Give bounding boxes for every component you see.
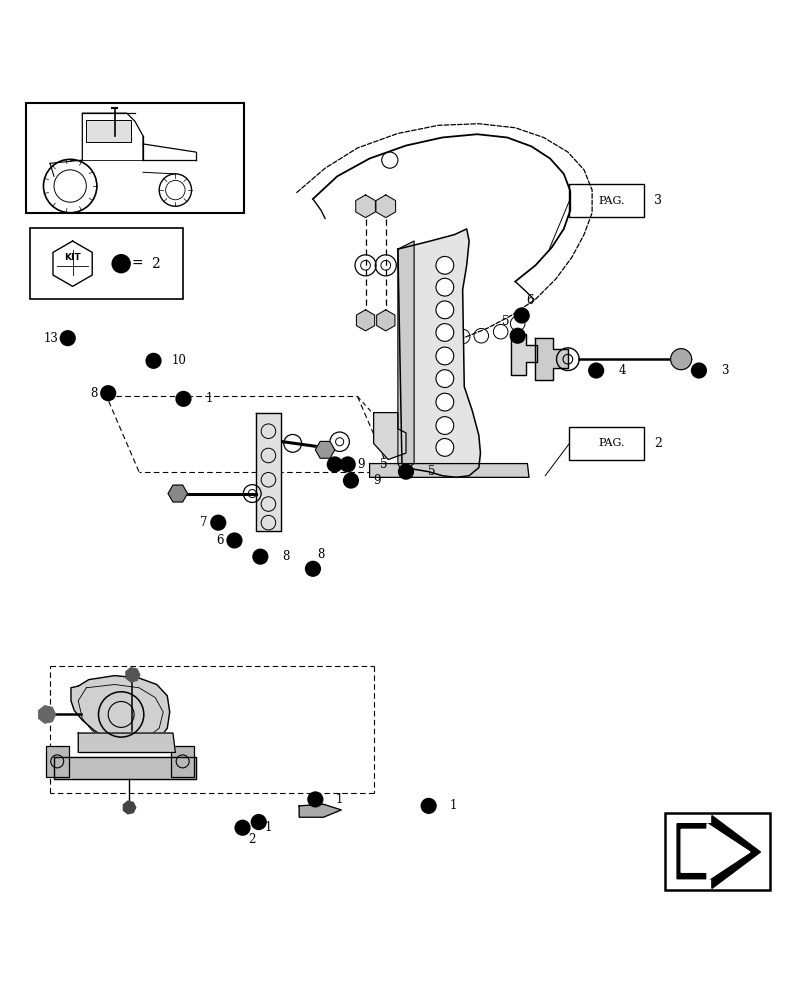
Circle shape [210, 515, 226, 531]
Text: =: = [131, 257, 143, 271]
Ellipse shape [436, 393, 453, 411]
Circle shape [326, 456, 342, 472]
Circle shape [234, 820, 251, 836]
Text: 8: 8 [317, 548, 324, 561]
Text: 8: 8 [90, 387, 97, 400]
Text: 3: 3 [720, 364, 727, 377]
Polygon shape [298, 804, 341, 817]
Polygon shape [54, 757, 195, 779]
Text: 7: 7 [200, 516, 207, 529]
Polygon shape [123, 801, 135, 814]
Bar [46, 746, 68, 777]
Bar [664, 813, 769, 890]
Text: 1: 1 [264, 821, 272, 834]
Circle shape [342, 472, 358, 489]
Polygon shape [256, 413, 281, 531]
Polygon shape [373, 413, 406, 460]
Text: 5: 5 [501, 315, 508, 328]
Ellipse shape [436, 417, 453, 434]
Text: PAG.: PAG. [598, 438, 624, 448]
Circle shape [513, 307, 529, 324]
Circle shape [175, 391, 191, 407]
Circle shape [339, 456, 355, 472]
Circle shape [690, 362, 706, 379]
Circle shape [145, 353, 161, 369]
Polygon shape [397, 241, 414, 472]
Polygon shape [376, 310, 394, 331]
Ellipse shape [436, 324, 453, 341]
Ellipse shape [436, 278, 453, 296]
Text: 5: 5 [380, 458, 388, 471]
Text: 1: 1 [448, 799, 456, 812]
Ellipse shape [436, 301, 453, 319]
Bar [569, 184, 643, 217]
Text: 5: 5 [427, 465, 436, 478]
Circle shape [304, 561, 320, 577]
Ellipse shape [436, 347, 453, 365]
Text: 1: 1 [336, 793, 343, 806]
Circle shape [59, 330, 75, 346]
Ellipse shape [436, 256, 453, 274]
Circle shape [587, 362, 603, 379]
Text: 9: 9 [373, 474, 380, 487]
Polygon shape [78, 733, 175, 752]
Text: PAG.: PAG. [598, 196, 624, 206]
Text: 6: 6 [216, 534, 223, 547]
Polygon shape [676, 816, 760, 888]
Polygon shape [369, 464, 528, 477]
Polygon shape [680, 824, 749, 880]
Polygon shape [511, 334, 536, 375]
Circle shape [420, 798, 436, 814]
Text: 9: 9 [357, 458, 364, 471]
Bar [30, 228, 183, 299]
Polygon shape [355, 195, 375, 218]
Text: 10: 10 [172, 354, 187, 367]
Polygon shape [375, 195, 395, 218]
Circle shape [252, 549, 268, 565]
Bar [171, 746, 194, 777]
Polygon shape [315, 441, 334, 458]
Text: 2: 2 [151, 257, 159, 271]
Text: 8: 8 [282, 550, 290, 563]
Polygon shape [670, 349, 691, 370]
Bar [569, 427, 643, 460]
Text: 2: 2 [654, 437, 662, 450]
Text: 3: 3 [654, 194, 662, 207]
Ellipse shape [436, 370, 453, 388]
Circle shape [226, 532, 242, 549]
Bar [86, 120, 131, 142]
Circle shape [251, 814, 267, 830]
Circle shape [509, 328, 525, 344]
Polygon shape [126, 668, 139, 682]
Polygon shape [39, 706, 55, 723]
Polygon shape [397, 229, 480, 477]
Bar [26, 103, 244, 213]
Polygon shape [71, 676, 169, 746]
Text: 6: 6 [526, 294, 533, 307]
Circle shape [111, 254, 131, 273]
Text: KIT: KIT [64, 253, 81, 262]
Circle shape [397, 464, 414, 480]
Text: 4: 4 [617, 364, 625, 377]
Text: 2: 2 [248, 833, 255, 846]
Circle shape [100, 385, 116, 401]
Polygon shape [534, 338, 567, 380]
Circle shape [307, 791, 323, 808]
Text: 1: 1 [205, 392, 212, 405]
Polygon shape [356, 310, 374, 331]
Ellipse shape [436, 438, 453, 456]
Polygon shape [168, 485, 187, 502]
Text: 13: 13 [44, 332, 59, 345]
